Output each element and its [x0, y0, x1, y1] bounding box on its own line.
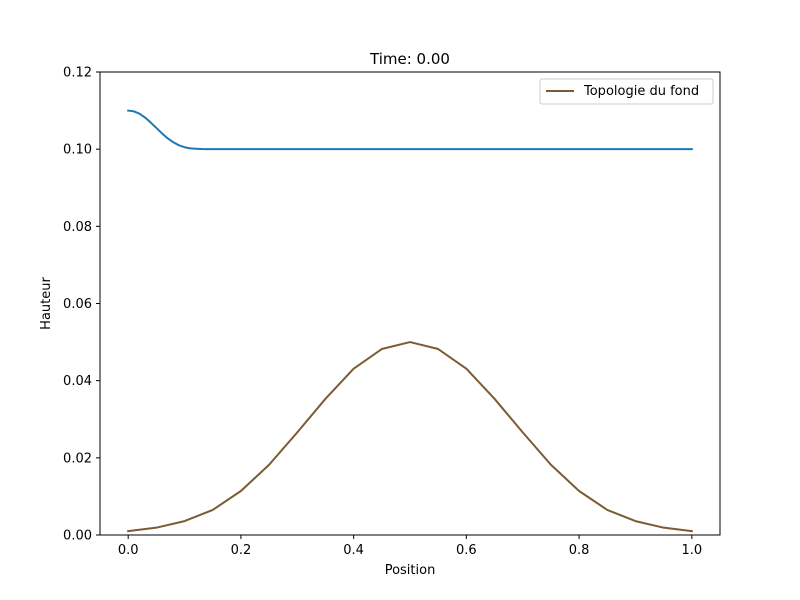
y-tick-label-6: 0.12	[63, 66, 92, 81]
x-tick-label-2: 0.4	[343, 543, 364, 558]
x-axis: 0.0 0.2 0.4 0.6 0.8 1.0	[118, 535, 702, 558]
y-tick-label-3: 0.06	[63, 297, 92, 312]
x-tick-label-3: 0.6	[456, 543, 477, 558]
y-tick-label-2: 0.04	[63, 374, 92, 389]
legend: Topologie du fond	[539, 78, 714, 105]
x-tick-label-0: 0.0	[118, 543, 139, 558]
chart-title: Time: 0.00	[369, 50, 450, 68]
x-tick-label-4: 0.8	[569, 543, 590, 558]
y-tick-label-1: 0.02	[63, 451, 92, 466]
x-axis-label: Position	[385, 563, 436, 578]
y-tick-label-4: 0.08	[63, 220, 92, 235]
y-axis: 0.00 0.02 0.04 0.06 0.08 0.10 0.12	[63, 66, 100, 544]
x-tick-label-5: 1.0	[681, 543, 702, 558]
series-line-1	[127, 109, 693, 151]
y-tick-label-0: 0.00	[63, 529, 92, 544]
series-layer	[127, 109, 693, 533]
x-tick-label-1: 0.2	[231, 543, 252, 558]
legend-label-topologie: Topologie du fond	[583, 84, 699, 99]
y-axis-label: Hauteur	[39, 277, 54, 330]
y-tick-label-5: 0.10	[63, 143, 92, 158]
legend-box	[539, 78, 714, 105]
series-line-2	[127, 341, 693, 533]
